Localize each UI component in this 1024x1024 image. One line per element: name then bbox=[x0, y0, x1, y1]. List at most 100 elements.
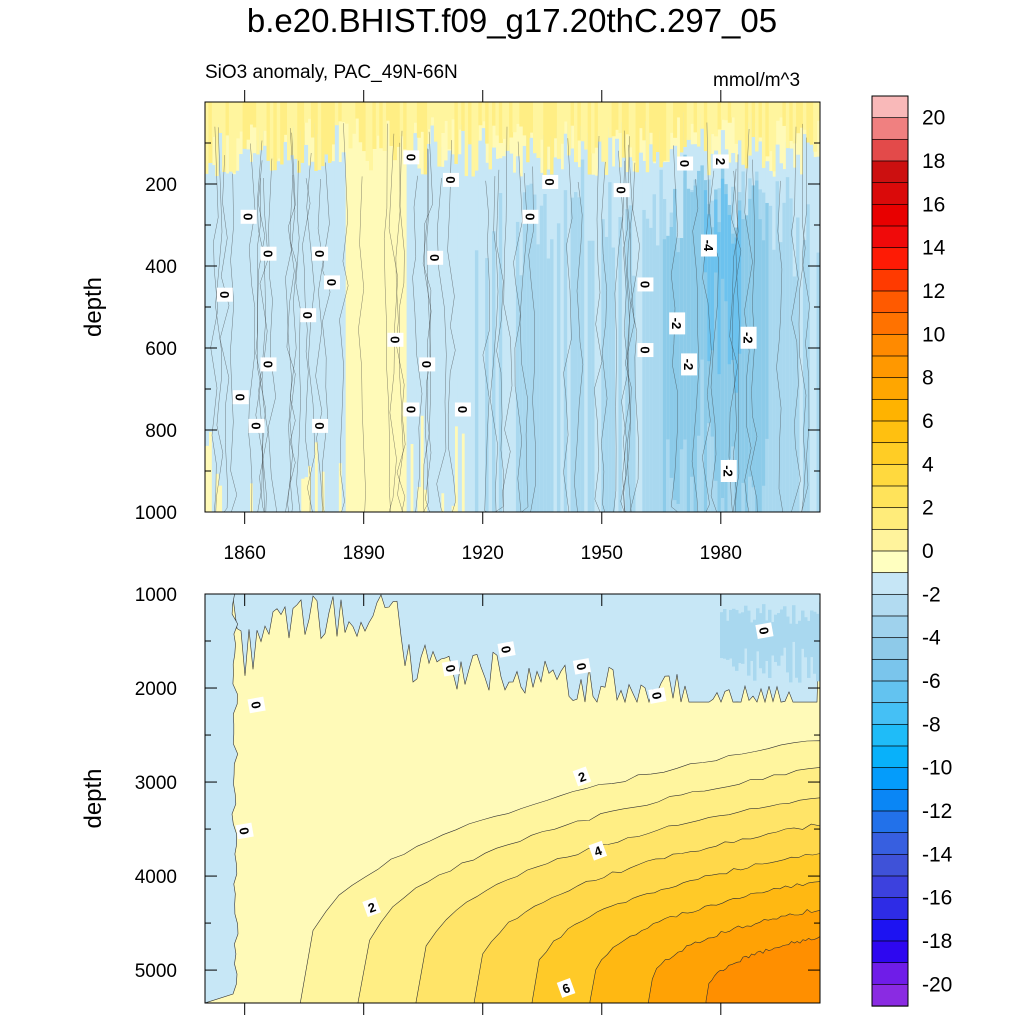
contour-label-box bbox=[572, 766, 592, 787]
colorbar-label: 10 bbox=[922, 323, 945, 346]
contour-label: 0 bbox=[241, 213, 256, 220]
contour-label-box bbox=[588, 840, 608, 861]
upper-y-tick-label: 800 bbox=[145, 421, 177, 442]
colorbar-swatch bbox=[871, 398, 909, 422]
colorbar-label: -4 bbox=[922, 627, 941, 650]
positive-band bbox=[705, 936, 820, 1003]
contour-label-box bbox=[497, 641, 516, 658]
contour-label-box bbox=[522, 209, 539, 224]
contour-label-box bbox=[441, 659, 461, 677]
contour-label: 0 bbox=[233, 394, 248, 401]
colorbar-label: 12 bbox=[922, 280, 945, 303]
contour-label-box bbox=[669, 312, 686, 335]
colorbar-swatch bbox=[871, 788, 909, 812]
contour-label-box bbox=[443, 172, 459, 187]
colorbar-swatch bbox=[871, 117, 909, 140]
colorbar-swatch bbox=[871, 637, 909, 660]
colorbar-swatch bbox=[871, 312, 909, 335]
colorbar-swatch bbox=[871, 485, 909, 509]
contour-label-box bbox=[248, 418, 265, 433]
colorbar-swatch bbox=[871, 160, 909, 184]
panel-subtitle: SiO3 anomaly, PAC_49N-66N bbox=[205, 62, 458, 83]
upper-x-tick-label: 1980 bbox=[700, 543, 742, 564]
colorbar-swatch bbox=[871, 247, 909, 270]
colorbar-swatch bbox=[871, 203, 909, 227]
contour-label-box bbox=[403, 402, 420, 417]
upper-y-tick-label: 400 bbox=[145, 257, 177, 278]
contour-label-box bbox=[427, 250, 444, 265]
colorbar-label: -12 bbox=[922, 800, 952, 823]
colorbar-label: 14 bbox=[922, 237, 946, 260]
colorbar: 20181614121086420-2-4-6-8-10-12-14-16-18… bbox=[871, 95, 953, 1007]
colorbar-swatch bbox=[871, 420, 909, 444]
colorbar-label: -20 bbox=[922, 973, 952, 996]
lower-y-tick-label: 1000 bbox=[135, 585, 177, 606]
contour-label: 0 bbox=[260, 361, 275, 368]
contour-label: 0 bbox=[300, 312, 315, 319]
colorbar-label: 18 bbox=[922, 150, 945, 173]
contour-label-box bbox=[240, 209, 257, 224]
contour-label-box bbox=[260, 246, 277, 261]
contour-label: 0 bbox=[443, 176, 458, 183]
colorbar-swatch bbox=[871, 355, 909, 379]
contour-label-box bbox=[648, 687, 667, 704]
colorbar-label: -14 bbox=[922, 843, 953, 866]
contour-label-box bbox=[700, 234, 717, 257]
contour-label: 0 bbox=[324, 279, 339, 286]
units-label: mmol/m^3 bbox=[713, 70, 801, 91]
colorbar-swatch bbox=[871, 962, 909, 985]
contour-label-box bbox=[454, 402, 471, 417]
contour-label: 0 bbox=[419, 361, 434, 368]
colorbar-swatch bbox=[871, 875, 909, 899]
colorbar-swatch bbox=[871, 290, 909, 314]
colorbar-label: 20 bbox=[922, 107, 945, 130]
lower-y-tick-label: 2000 bbox=[135, 679, 177, 700]
contour-label: 0 bbox=[312, 422, 327, 429]
contour-label-box bbox=[720, 460, 737, 482]
colorbar-swatch bbox=[871, 853, 909, 877]
colorbar-swatch bbox=[871, 507, 909, 530]
colorbar-label: 4 bbox=[922, 453, 934, 476]
contour-label: 0 bbox=[637, 281, 652, 288]
colorbar-swatch bbox=[871, 658, 909, 682]
contour-label: -2 bbox=[721, 465, 736, 477]
main-title: b.e20.BHIST.f09_g17.20thC.297_05 bbox=[246, 2, 778, 39]
contour-label-box bbox=[362, 897, 381, 918]
colorbar-label: 16 bbox=[922, 193, 945, 216]
colorbar-swatch bbox=[871, 767, 909, 790]
colorbar-swatch bbox=[871, 897, 909, 920]
negative-column bbox=[205, 594, 239, 1003]
contour-label: 0 bbox=[637, 346, 652, 353]
contour-label: 0 bbox=[248, 700, 264, 710]
colorbar-swatch bbox=[871, 615, 909, 639]
contour-label: -2 bbox=[681, 359, 696, 371]
contour-label: 0 bbox=[236, 826, 252, 836]
contour-label-box bbox=[712, 154, 729, 169]
contour-label-box bbox=[637, 277, 654, 292]
contour-label-box bbox=[740, 326, 757, 349]
contour-label: 0 bbox=[260, 250, 275, 257]
contour-label: 0 bbox=[442, 664, 458, 674]
contour-label-box bbox=[681, 353, 698, 376]
contour-label: 0 bbox=[522, 213, 537, 220]
colorbar-swatch bbox=[871, 940, 909, 964]
contour-label-box bbox=[613, 183, 630, 198]
contour-label: 0 bbox=[403, 406, 418, 413]
contour-label: 0 bbox=[756, 626, 772, 636]
upper-y-tick-label: 1000 bbox=[135, 503, 177, 524]
contour-label: -2 bbox=[669, 318, 684, 330]
contour-label: 0 bbox=[649, 691, 665, 701]
colorbar-swatch bbox=[871, 810, 909, 834]
contour-label-box bbox=[755, 622, 774, 639]
colorbar-label: -10 bbox=[922, 757, 952, 780]
contour-label-box bbox=[637, 343, 654, 358]
colorbar-swatch bbox=[871, 528, 909, 552]
contour-label-box bbox=[232, 390, 249, 405]
lower-y-tick-label: 4000 bbox=[135, 867, 177, 888]
colorbar-swatch bbox=[871, 832, 909, 855]
colorbar-swatch bbox=[871, 702, 909, 725]
upper-y-axis-label: depth bbox=[80, 277, 107, 337]
contour-label-box bbox=[387, 332, 404, 347]
